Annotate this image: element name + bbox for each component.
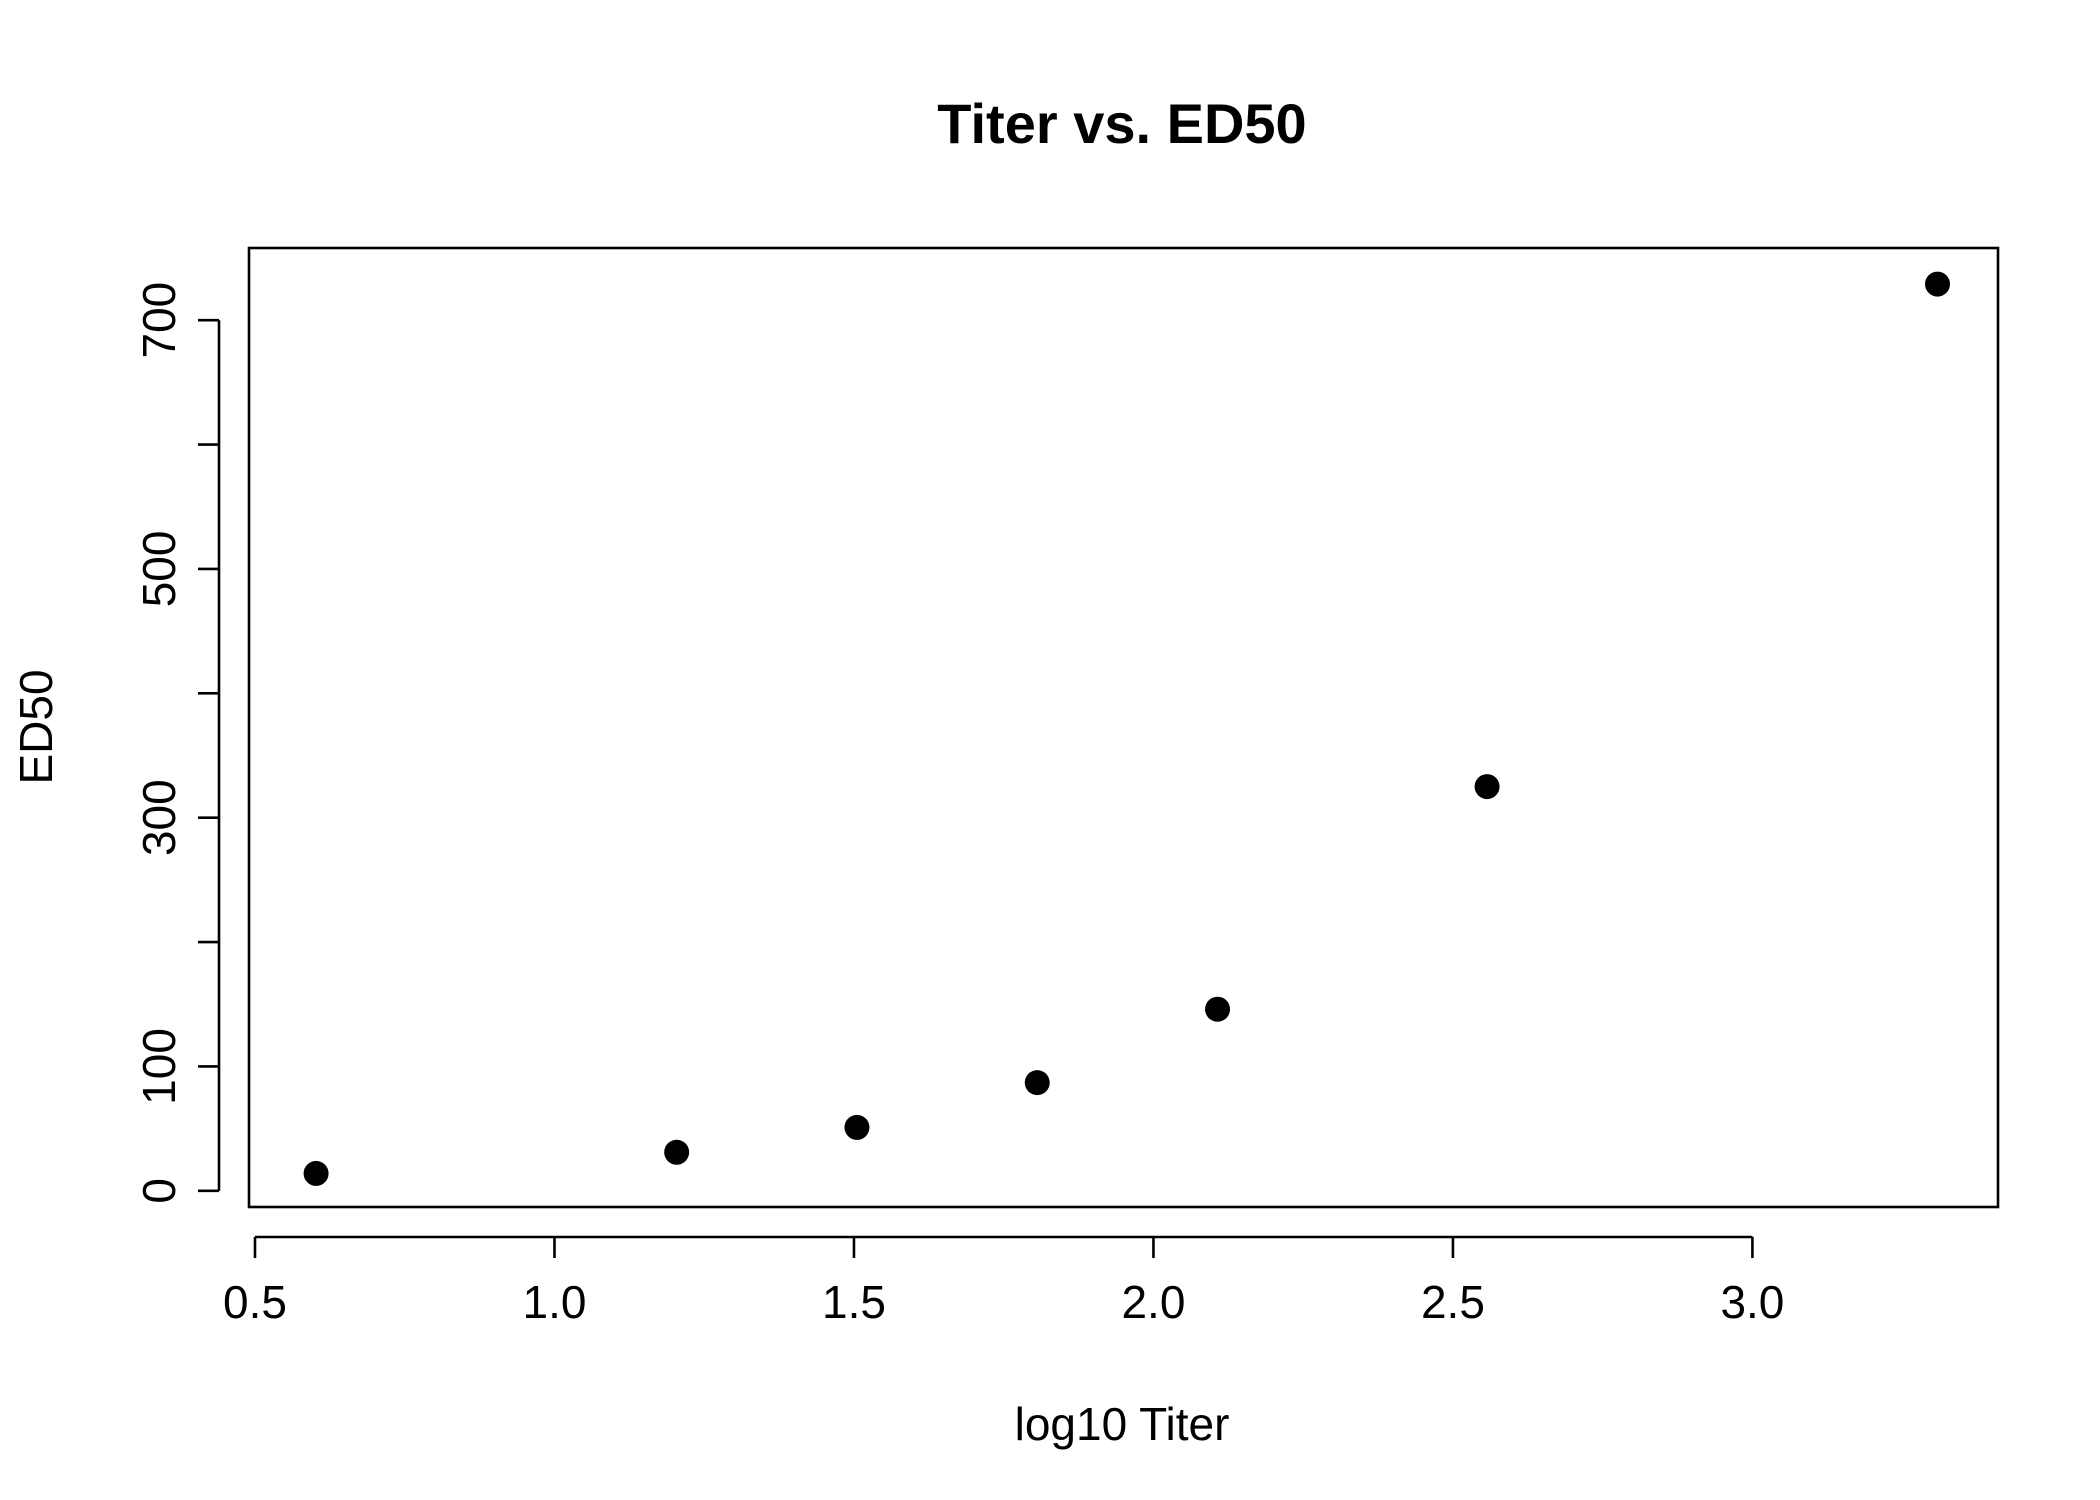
- x-axis: 0.5 1.0 1.5 2.0 2.5 3.0: [223, 1235, 1784, 1328]
- data-point: [844, 1114, 870, 1140]
- x-tick-label: 2.0: [1121, 1276, 1185, 1328]
- data-point: [1205, 996, 1231, 1022]
- x-tick-label: 0.5: [223, 1276, 287, 1328]
- y-tick-label: 300: [133, 779, 185, 856]
- x-tick-label: 1.0: [522, 1276, 586, 1328]
- y-tick-label: 100: [133, 1028, 185, 1105]
- data-point: [664, 1139, 690, 1165]
- y-axis-label: ED50: [10, 669, 62, 784]
- chart-title: Titer vs. ED50: [937, 92, 1306, 155]
- x-axis-label: log10 Titer: [1015, 1398, 1230, 1450]
- data-point: [303, 1160, 329, 1186]
- y-tick-label: 500: [133, 531, 185, 608]
- plot-frame: [247, 246, 2000, 1209]
- y-tick-label: 0: [133, 1178, 185, 1204]
- data-point: [1024, 1070, 1050, 1096]
- x-tick-label: 3.0: [1720, 1276, 1784, 1328]
- data-point: [1925, 271, 1951, 297]
- y-axis: 0 100 300 500 700: [133, 282, 221, 1204]
- x-tick-label: 1.5: [822, 1276, 886, 1328]
- x-tick-label: 2.5: [1421, 1276, 1485, 1328]
- data-points: [303, 271, 1951, 1186]
- y-tick-label: 700: [133, 282, 185, 359]
- data-point: [1474, 774, 1500, 800]
